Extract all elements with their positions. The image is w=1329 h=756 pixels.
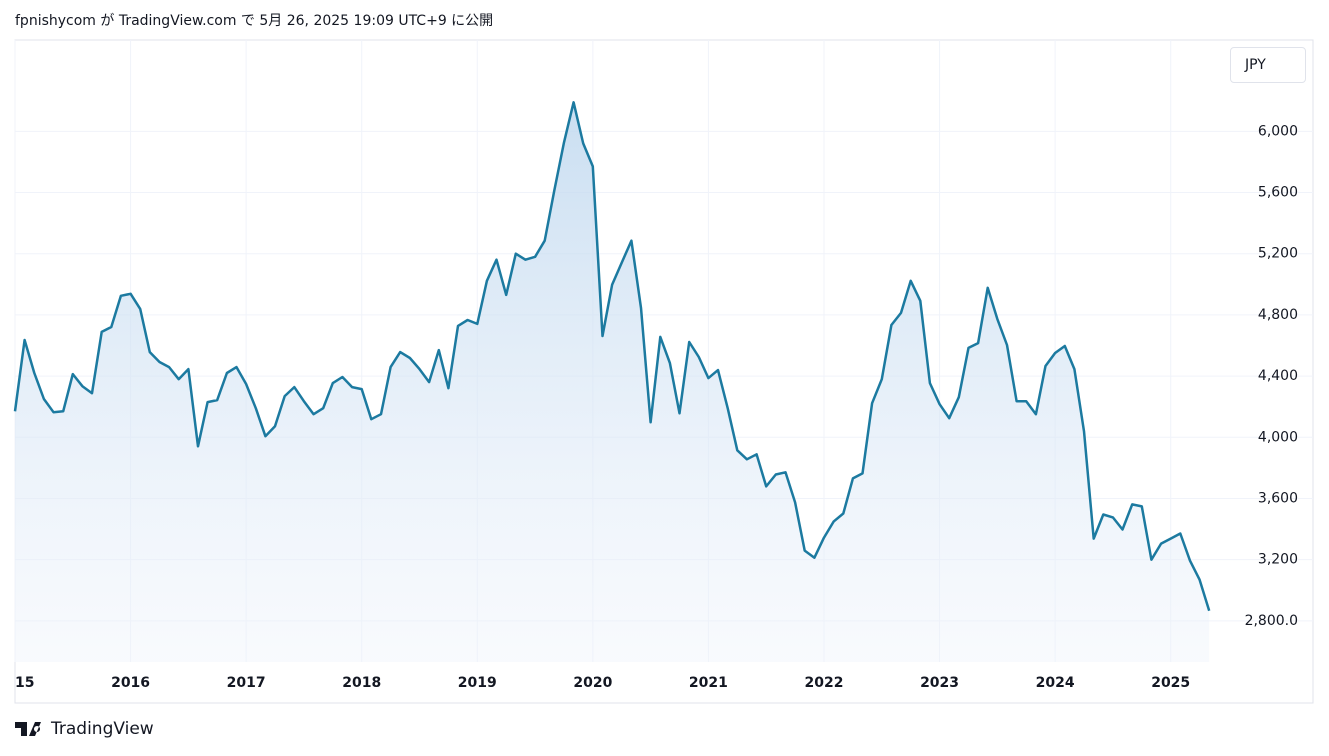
x-tick-label: 2022 bbox=[805, 675, 844, 691]
y-tick-label: 5,600 bbox=[1258, 185, 1298, 201]
x-tick-label: 2021 bbox=[689, 675, 728, 691]
brand: TradingView bbox=[51, 719, 154, 739]
x-tick-label: 2020 bbox=[573, 675, 612, 691]
y-tick-label: 4,000 bbox=[1258, 429, 1298, 445]
y-tick-label: 4,400 bbox=[1258, 368, 1298, 384]
header: fpnishycom が TradingView.com で 5月 26, 20… bbox=[15, 13, 494, 29]
y-tick-label: 5,200 bbox=[1258, 246, 1298, 262]
x-tick-label: 2019 bbox=[458, 675, 497, 691]
y-tick-label: 6,000 bbox=[1258, 123, 1298, 139]
area-fill bbox=[15, 102, 1210, 663]
x-tick-label: 2018 bbox=[342, 675, 381, 691]
x-tick-label: 2023 bbox=[920, 675, 959, 691]
x-tick-label: 2025 bbox=[1151, 675, 1190, 691]
logo bbox=[15, 722, 41, 736]
x-tick-label: 15 bbox=[15, 675, 34, 691]
footer: TradingView bbox=[15, 719, 154, 739]
price-line bbox=[13, 101, 1211, 612]
y-tick-label: 2,800.0 bbox=[1245, 613, 1298, 629]
x-tick-label: 2016 bbox=[111, 675, 150, 691]
y-tick-label: 3,600 bbox=[1258, 490, 1298, 506]
x-tick-label: 2017 bbox=[227, 675, 266, 691]
y-tick-label: 3,200 bbox=[1258, 552, 1298, 568]
currency-button[interactable]: JPY bbox=[1230, 47, 1306, 83]
x-tick-label: 2024 bbox=[1036, 675, 1075, 691]
y-tick-label: 4,800 bbox=[1258, 307, 1298, 323]
